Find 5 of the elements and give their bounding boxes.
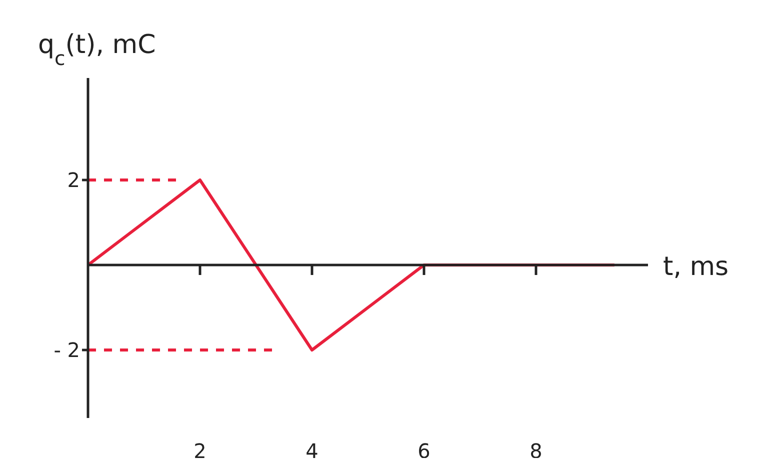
x-axis-title: t, ms (663, 252, 729, 282)
y-axis-title: q$_{c}$(t), mC (38, 30, 156, 70)
y-tick-label: - 2 (54, 338, 80, 362)
x-tick-label: 4 (306, 439, 318, 464)
x-tick-label: 2 (194, 439, 206, 464)
